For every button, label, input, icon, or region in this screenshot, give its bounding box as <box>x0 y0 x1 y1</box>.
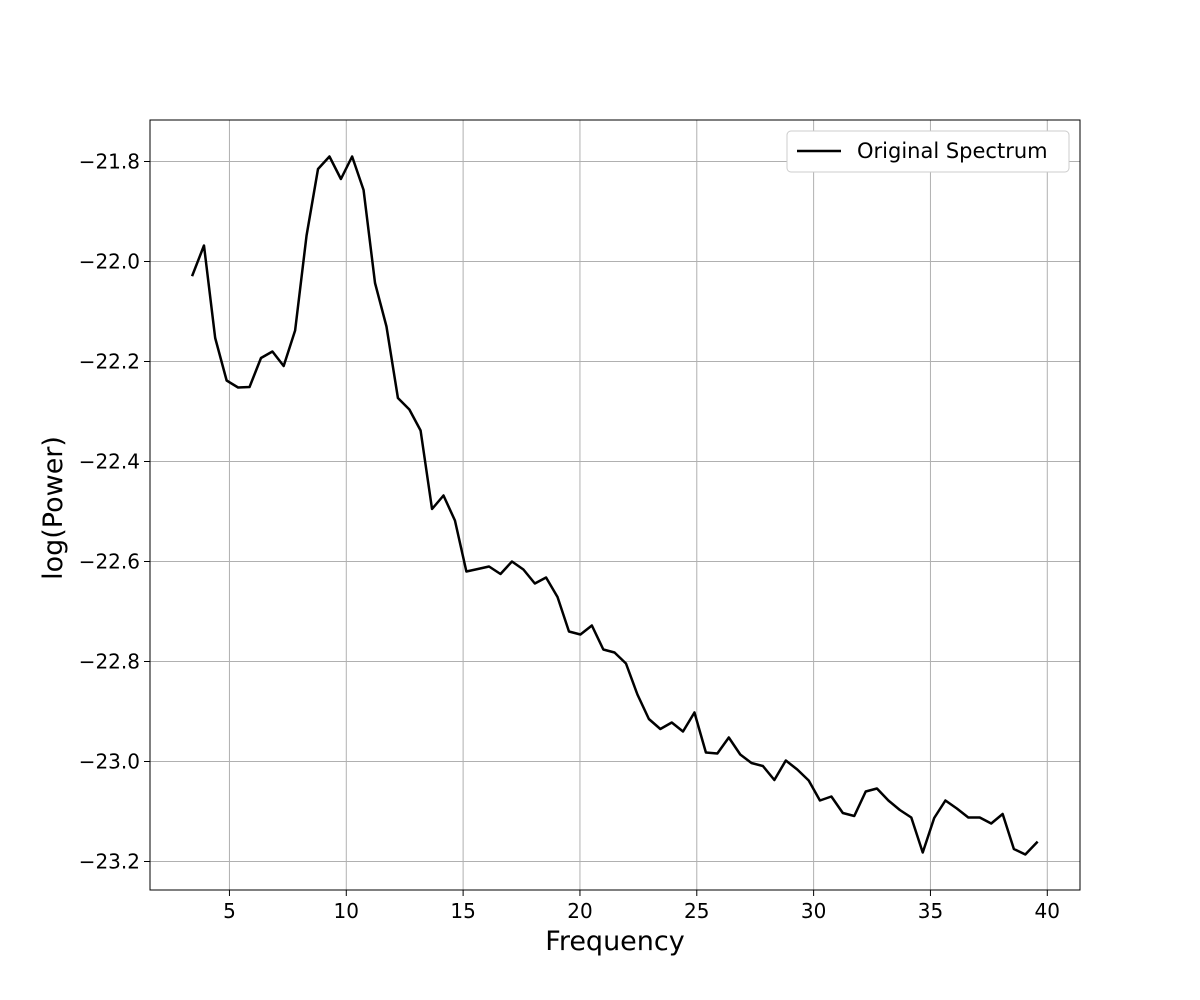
x-axis-label: Frequency <box>545 926 685 957</box>
y-axis: −21.8 −22.0 −22.2 −22.4 −22.6 −22.8 −23.0 −23.2 <box>79 150 150 874</box>
y-tick-label: −22.8 <box>79 650 140 674</box>
x-tick-label: 15 <box>450 899 475 923</box>
x-tick-label: 25 <box>684 899 709 923</box>
y-tick-label: −22.0 <box>79 250 140 274</box>
x-tick-label: 40 <box>1035 899 1060 923</box>
plot-frame <box>149 119 1081 891</box>
series-line-original-spectrum <box>190 155 1039 856</box>
grid <box>150 120 1080 890</box>
plot-background <box>150 120 1080 890</box>
series-layer <box>190 155 1039 856</box>
x-tick-label: 35 <box>918 899 943 923</box>
y-tick-label: −22.4 <box>79 450 140 474</box>
y-tick-label: −22.2 <box>79 350 140 374</box>
x-tick-label: 20 <box>567 899 592 923</box>
y-axis-label: log(Power) <box>38 436 69 580</box>
y-tick-label: −22.6 <box>79 550 140 574</box>
y-tick-label: −23.2 <box>79 850 140 874</box>
y-tick-label: −21.8 <box>79 150 140 174</box>
legend-box <box>786 130 1070 173</box>
x-tick-label: 5 <box>223 899 236 923</box>
legend: Original Spectrum <box>786 130 1070 173</box>
legend-label-original-spectrum: Original Spectrum <box>857 139 1048 163</box>
x-tick-label: 30 <box>801 899 826 923</box>
x-tick-label: 10 <box>334 899 359 923</box>
y-tick-label: −23.0 <box>79 750 140 774</box>
x-axis: 5 10 15 20 25 30 35 40 <box>223 890 1060 923</box>
